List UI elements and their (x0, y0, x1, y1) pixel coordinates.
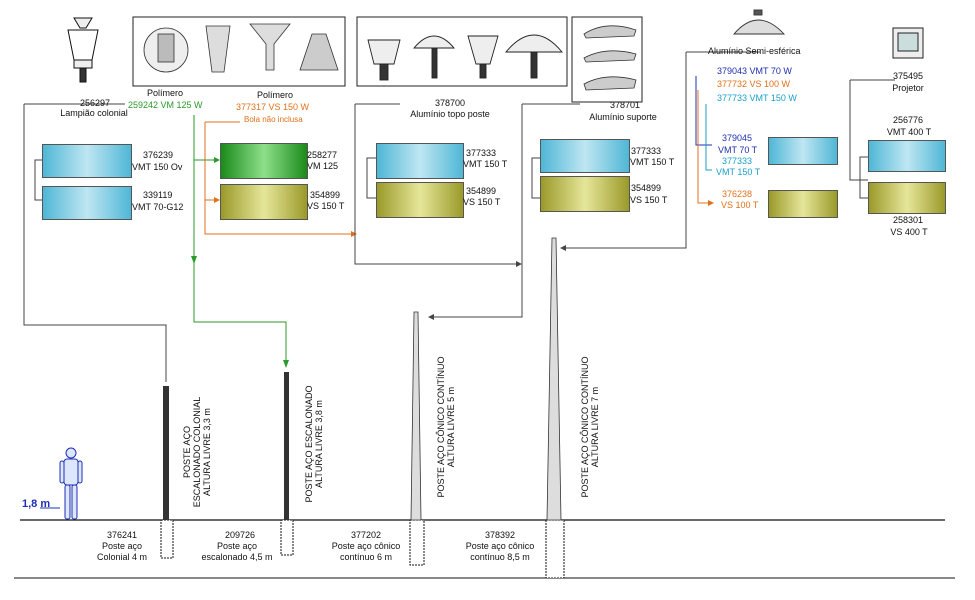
polimero2-code: 377317 VS 150 W (236, 102, 310, 112)
topo-code: 378700 (434, 98, 466, 108)
lamp-image-256776 (868, 140, 946, 172)
lamp-image-354899-a (220, 184, 308, 220)
lamp-code: 354899 (466, 186, 497, 196)
pole-desc: Poste aço cônico (465, 541, 535, 551)
semiesferica-luminaire-icon (733, 9, 786, 35)
lamp-image-258301 (868, 182, 946, 214)
human-height-label: 1,8 m (22, 498, 51, 510)
pole-desc: contínuo 8,5 m (470, 552, 530, 562)
polimero-luminaire-box (132, 16, 346, 87)
lamp-code: 377333 (466, 148, 497, 158)
polimero1-title: Polímero (146, 88, 183, 98)
pole-colonial (163, 386, 169, 520)
lamp-type: VMT 70 T (718, 145, 758, 155)
topo-luminaire-icons (367, 34, 563, 81)
lamp-image-376238 (768, 190, 838, 218)
human-scale-figure (59, 447, 83, 520)
lamp-image-258277 (220, 143, 308, 179)
lamp-type: VS 400 T (890, 227, 928, 237)
lamp-code: 258277 (307, 150, 338, 160)
lamp-code: 256776 (892, 115, 924, 125)
polymer-luminaire-icons (143, 23, 339, 73)
lamp-type: VMT 150 T (463, 159, 508, 169)
lamp-image-354899-b (376, 182, 464, 218)
pole-label-colonial: POSTE AÇO ESCALONADO COLONIAL ALTURA LIV… (182, 396, 212, 508)
pole-desc: escalonado 4,5 m (201, 552, 273, 562)
lamp-code: 377333 (631, 146, 662, 156)
pole-conico-6m (410, 311, 422, 521)
lamp-code: 376239 (143, 150, 174, 160)
pole-label-conico-85m: POSTE AÇO CÔNICO CONTÍNUO ALTURA LIVRE 7… (580, 356, 600, 498)
semiesferica-item-2: 377732 VS 100 W (717, 79, 791, 89)
colonial-code: 256297 (79, 98, 111, 108)
lamp-type: VS 150 T (463, 197, 501, 207)
colonial-name: Lampião colonial (60, 108, 128, 118)
lamp-image-339119 (42, 186, 132, 220)
suporte-code: 378701 (609, 100, 641, 110)
pole-desc: Poste aço (216, 541, 258, 551)
polimero2-title: Polímero (256, 90, 293, 100)
pole-desc: Poste aço cônico (331, 541, 401, 551)
lamp-image-376239 (42, 144, 132, 178)
pole-desc: Poste aço (101, 541, 143, 551)
lamp-code: 377333 (722, 156, 753, 166)
lamp-code: 379045 (722, 133, 753, 143)
lamp-type: VS 150 T (307, 201, 345, 211)
pole-conico-85m (546, 237, 562, 521)
pole-code: 209726 (224, 530, 256, 540)
projetor-code: 375495 (892, 71, 924, 81)
lamp-code: 354899 (631, 183, 662, 193)
pole-label-escalonado: POSTE AÇO ESCALONADO ALTURA LIVRE 3,8 m (304, 385, 324, 503)
semiesferica-title: Alumínio Semi-esférica (708, 46, 801, 56)
lamp-code: 339119 (143, 190, 173, 200)
pole-code: 378392 (484, 530, 516, 540)
suporte-name: Alumínio suporte (589, 112, 657, 122)
lamp-type: VS 150 T (630, 195, 668, 205)
topo-name: Alumínio topo poste (410, 109, 490, 119)
lamp-image-377333-b (540, 139, 630, 173)
semiesferica-item-3: 377733 VMT 150 W (717, 93, 797, 103)
topo-luminaire-box (356, 16, 568, 87)
lamp-image-354899-c (540, 176, 630, 212)
pole-desc: Colonial 4 m (96, 552, 148, 562)
polimero1-code: 259242 VM 125 W (128, 100, 203, 110)
lamp-type: VMT 150 T (716, 167, 761, 177)
suporte-luminaire-box (571, 16, 643, 103)
lamp-code: 376238 (722, 189, 753, 199)
lamp-type: VMT 150 T (630, 157, 675, 167)
lamp-image-379045 (768, 137, 838, 165)
lamp-image-377333-a (376, 143, 464, 179)
polimero2-note: Bola não inclusa (244, 115, 303, 124)
pole-label-conico-6m: POSTE AÇO CÔNICO CONTÍNUO ALTURA LIVRE 5… (436, 356, 456, 498)
suporte-luminaire-icons (583, 25, 637, 91)
colonial-lantern-icon (67, 17, 99, 83)
projetor-luminaire-icon (892, 27, 924, 59)
pole-escalonado (284, 372, 289, 520)
pole-code: 377202 (350, 530, 382, 540)
pole-desc: contínuo 6 m (339, 552, 393, 562)
projetor-name: Projetor (892, 83, 924, 93)
lamp-type: VMT 150 Ov (132, 162, 183, 172)
lamp-type: VS 100 T (721, 200, 759, 210)
lamp-type: VMT 70-G12 (132, 202, 184, 212)
lamp-code: 258301 (892, 215, 924, 225)
lamp-code: 354899 (310, 190, 341, 200)
lamp-type: VM 125 (307, 161, 339, 171)
pole-code: 376241 (106, 530, 138, 540)
lamp-type: VMT 400 T (886, 127, 932, 137)
semiesferica-item-1: 379043 VMT 70 W (717, 66, 792, 76)
